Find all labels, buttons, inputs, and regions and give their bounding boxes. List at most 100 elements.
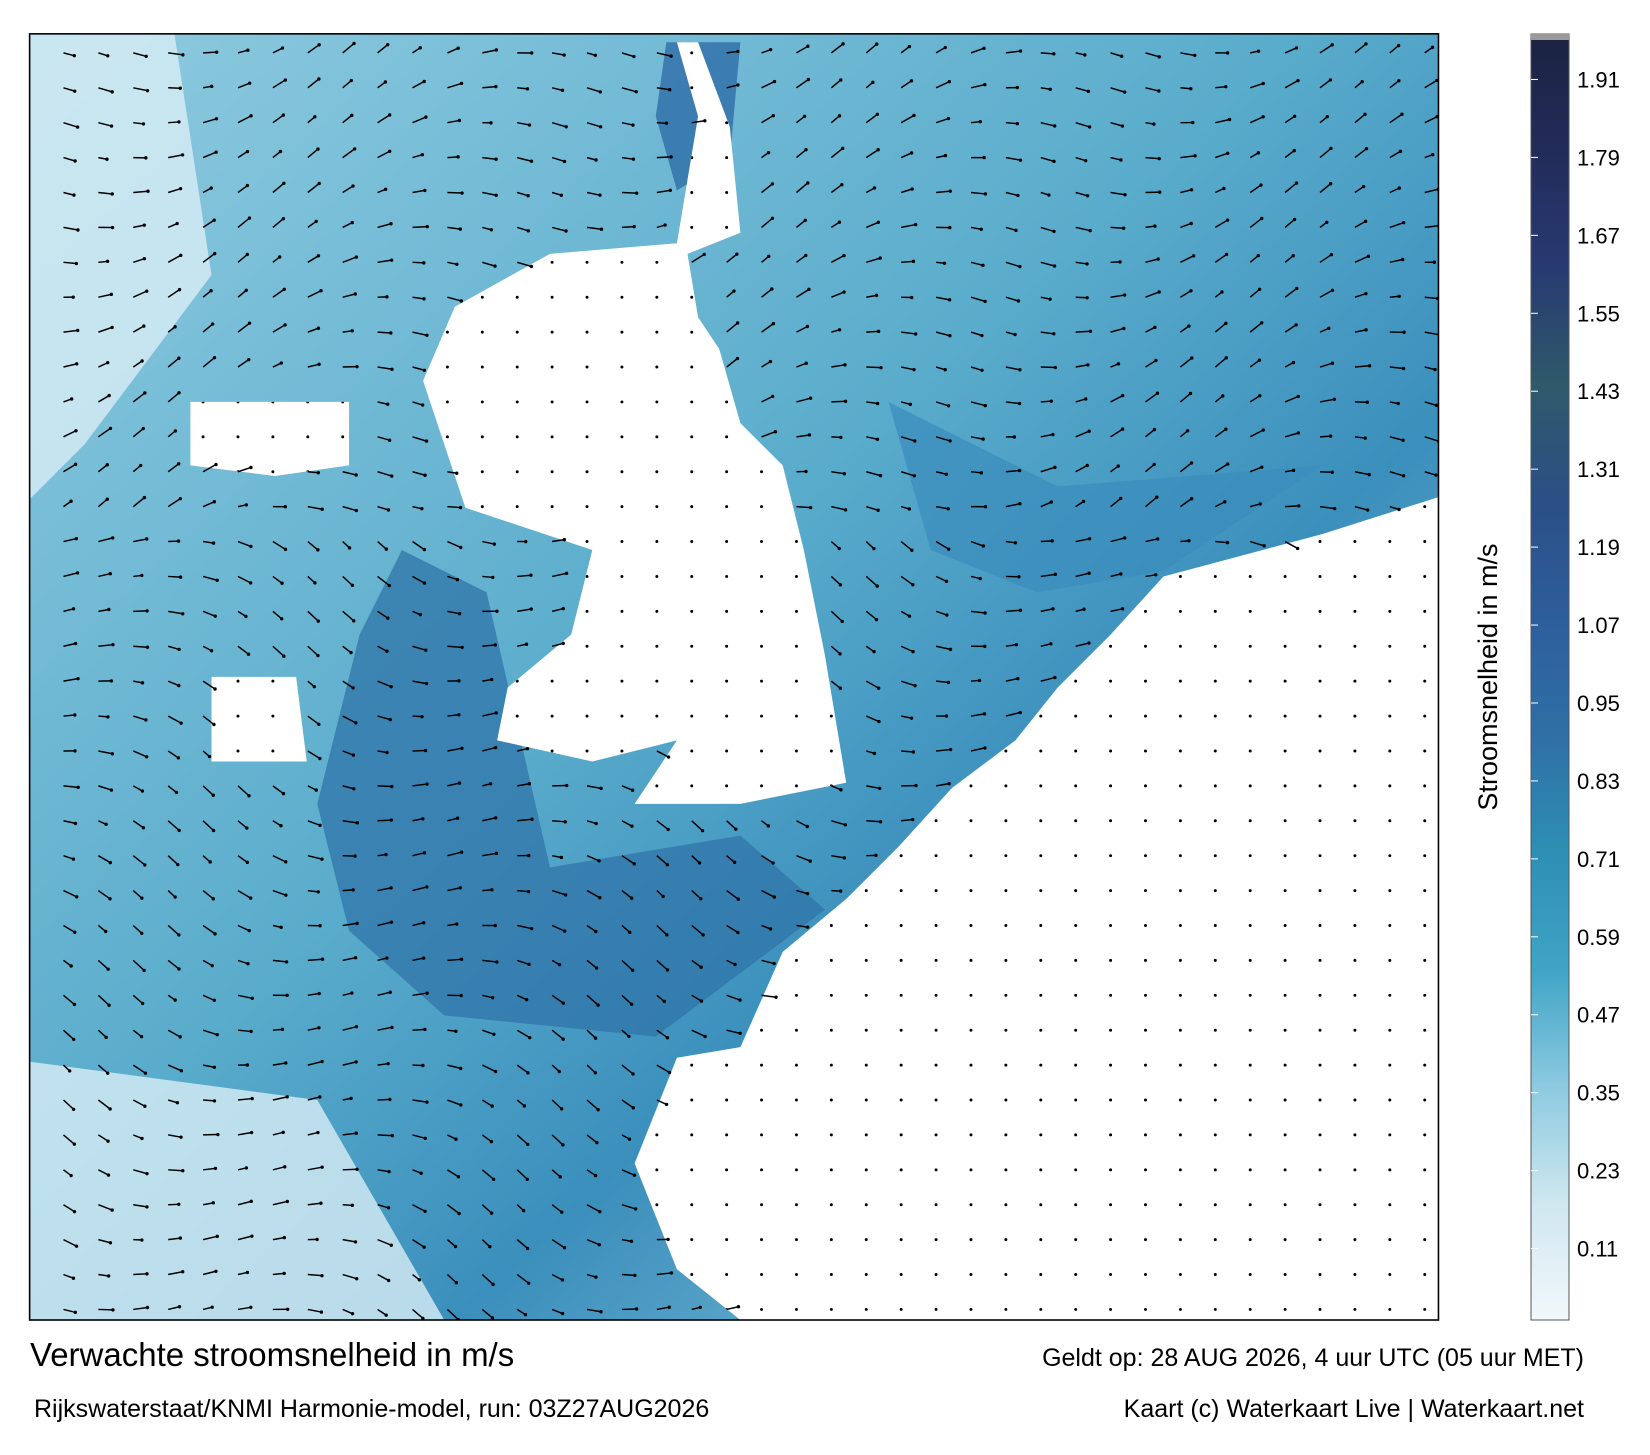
arrow-head [317, 619, 320, 622]
arrow-head [249, 1306, 252, 1309]
grid-dot [1039, 1203, 1042, 1206]
arrow-head [873, 186, 876, 189]
grid-dot [760, 749, 763, 752]
arrow-head [489, 782, 492, 785]
arrow-head [385, 751, 388, 754]
arrow-head [176, 863, 179, 866]
arrow-head [522, 1209, 525, 1212]
arrow-head [526, 1247, 529, 1250]
arrow-head [285, 960, 288, 963]
grid-dot [1353, 924, 1356, 927]
arrow-head [319, 1202, 322, 1205]
map-area [0, 0, 1441, 1321]
valid-time: Geldt op: 28 AUG 2026, 4 uur UTC (05 uur… [1042, 1344, 1584, 1372]
grid-dot [1319, 819, 1322, 822]
colorbar-tick-label: 1.55 [1577, 301, 1620, 326]
grid-dot [690, 226, 693, 229]
arrow [133, 646, 147, 647]
arrow-head [1190, 188, 1193, 191]
grid-dot [551, 366, 554, 369]
grid-dot [795, 1029, 798, 1032]
arrow-head [316, 654, 319, 657]
grid-dot [516, 470, 519, 473]
arrow-head [279, 150, 282, 153]
arrow-head [943, 262, 946, 265]
arrow-head [212, 829, 215, 832]
arrow-head [1327, 327, 1330, 330]
arrow-head [110, 293, 113, 296]
arrow-head [879, 474, 882, 477]
arrow-head [773, 80, 776, 83]
arrow-head [839, 78, 842, 81]
grid-dot [1388, 610, 1391, 613]
arrow-head [248, 81, 251, 84]
arrow-head [72, 1277, 75, 1280]
arrow-head [146, 646, 149, 649]
grid-dot [969, 1099, 972, 1102]
arrow-head [910, 716, 913, 719]
arrow-head [385, 650, 388, 653]
grid-dot [795, 575, 798, 578]
arrow-head [456, 817, 459, 820]
arrow-head [912, 368, 915, 371]
arrow-head [354, 956, 357, 959]
arrow-head [246, 253, 249, 256]
arrow-head [1117, 464, 1120, 467]
arrow-head [73, 931, 76, 934]
arrow-head [982, 47, 985, 50]
arrow-head [142, 969, 145, 972]
arrow-head [1084, 397, 1087, 400]
grid-dot [1109, 784, 1112, 787]
grid-dot [795, 1133, 798, 1136]
arrow-head [1330, 253, 1333, 256]
grid-dot [1039, 749, 1042, 752]
grid-dot [1179, 575, 1182, 578]
arrow-head [1224, 322, 1227, 325]
arrow-head [422, 956, 425, 959]
arrow-head [633, 1274, 636, 1277]
arrow-head [630, 1240, 633, 1243]
grid-dot [865, 1308, 868, 1311]
grid-dot [1388, 994, 1391, 997]
arrow-head [1082, 500, 1085, 503]
arrow-head [386, 616, 389, 619]
arrow-head [495, 194, 498, 197]
arrow-head [670, 1271, 673, 1274]
arrow-head [73, 159, 76, 162]
arrow-head [390, 785, 393, 788]
grid-dot [586, 400, 589, 403]
grid-dot [1074, 1099, 1077, 1102]
arrow-head [179, 497, 182, 500]
arrow-head [1261, 115, 1264, 118]
colorbar-tick-label: 0.35 [1577, 1081, 1620, 1106]
arrow-head [145, 289, 148, 292]
arrow-head [983, 611, 986, 614]
grid-dot [1214, 610, 1217, 613]
arrow-head [669, 54, 672, 57]
arrow-head [423, 581, 426, 584]
grid-dot [1039, 924, 1042, 927]
arrow-head [561, 1278, 564, 1281]
arrow-head [1019, 158, 1022, 161]
arrow-head [1193, 54, 1196, 57]
grid-dot [481, 331, 484, 334]
arrow-head [943, 368, 946, 371]
grid-dot [1179, 1064, 1182, 1067]
grid-dot [795, 1064, 798, 1067]
arrow-head [145, 1205, 148, 1208]
arrow-head [177, 933, 180, 936]
grid-dot [1388, 749, 1391, 752]
arrow-head [420, 715, 423, 718]
arrow-head [838, 547, 841, 550]
arrow-head [454, 1138, 457, 1141]
grid-dot [481, 435, 484, 438]
arrow-head [912, 750, 915, 753]
grid-dot [1109, 749, 1112, 752]
grid-dot [690, 749, 693, 752]
arrow [413, 262, 424, 263]
arrow-head [460, 299, 463, 302]
arrow-head [666, 828, 669, 831]
arrow-head [1189, 87, 1192, 90]
arrow [378, 1135, 393, 1136]
grid-dot [1423, 1099, 1426, 1102]
